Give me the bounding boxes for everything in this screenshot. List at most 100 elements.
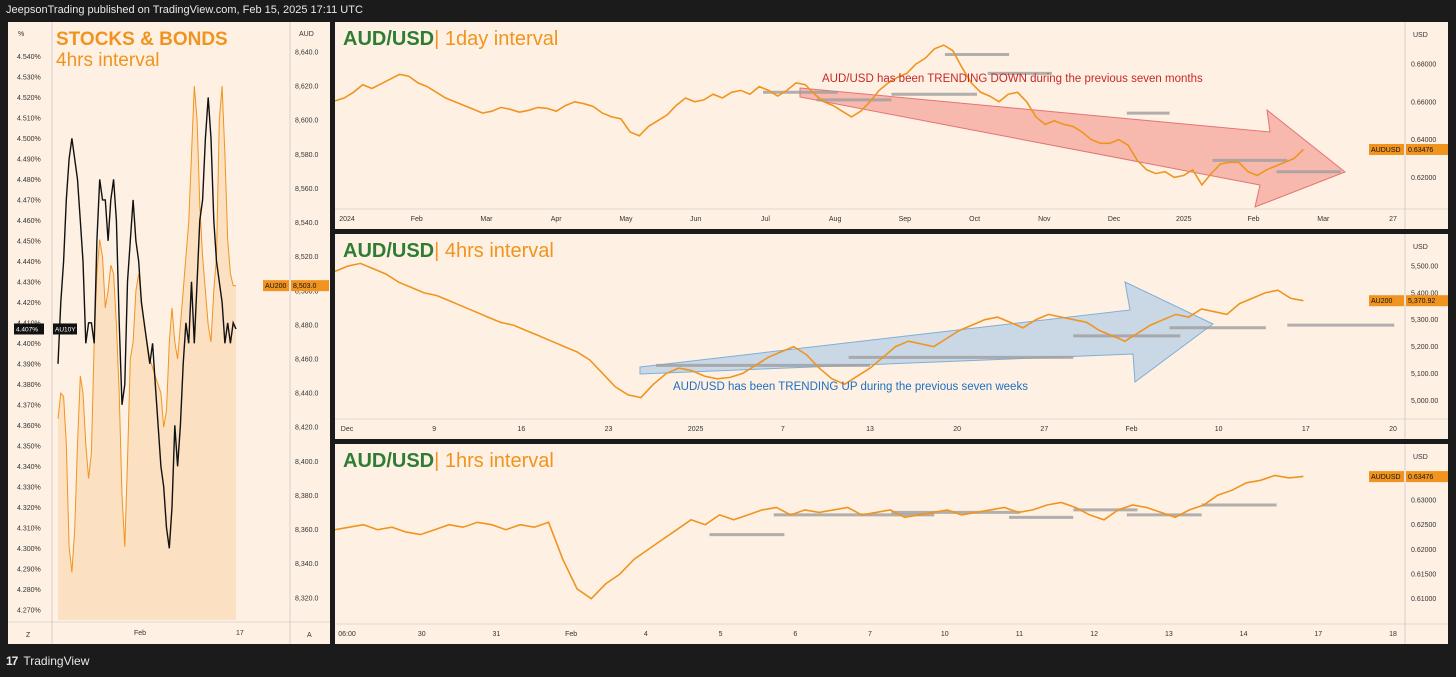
chart-title-pair: AUD/USD [343, 28, 434, 50]
time-tick-label: Oct [969, 216, 980, 223]
index-tick-label: 8,340.0 [295, 561, 318, 568]
time-tick-label: 7 [868, 631, 872, 638]
index-tick-label: 8,460.0 [295, 357, 318, 364]
price-badge-label: AUDUSD [1371, 147, 1401, 154]
yield-tick-label: 4.310% [17, 525, 41, 532]
yield-tick-label: 4.440% [17, 259, 41, 266]
time-tick-label: Feb [134, 630, 146, 637]
right-axis-unit: AUD [299, 31, 314, 38]
time-tick-label: 2025 [1176, 216, 1192, 223]
time-tick-label: Sep [899, 216, 912, 223]
price-badge-label: AU200 [1371, 298, 1393, 305]
price-tick-label: 0.63000 [1411, 498, 1436, 505]
price-tick-label: 0.68000 [1411, 61, 1436, 68]
time-tick-label: Feb [565, 631, 577, 638]
time-tick-label: 14 [1240, 631, 1248, 638]
au200-badge-value: 8,503.0 [293, 283, 316, 290]
chart-title: AUD/USD| 1hrs interval [343, 450, 554, 472]
chart-title: AUD/USD| 4hrs interval [343, 240, 554, 262]
price-tick-label: 5,400.00 [1411, 290, 1438, 297]
log-scale-toggle: Z [26, 632, 31, 639]
price-badge-value-bg [1406, 471, 1448, 483]
time-tick-label: 20 [1389, 426, 1397, 433]
trend-annotation: AUD/USD has been TRENDING DOWN during th… [822, 73, 1203, 85]
price-badge-value: 0.63476 [1408, 147, 1433, 154]
time-tick-label: 7 [781, 426, 785, 433]
time-tick-label: 20 [953, 426, 961, 433]
time-tick-label: 9 [432, 426, 436, 433]
time-tick-label: 13 [1165, 631, 1173, 638]
yield-tick-label: 4.530% [17, 74, 41, 81]
audusd-1hrs-panel: USD 0.63000 0.62500 0.62000 0.61500 0.61000 06… [335, 444, 1448, 644]
publisher-header: JeepsonTrading published on TradingView.… [6, 4, 363, 16]
stocks-bonds-chart: % AUD 4.540% 4.530% 4.520% 4.510% 4.500% 4.490%… [8, 22, 330, 644]
price-tick-label: 0.66000 [1411, 99, 1436, 106]
yield-tick-label: 4.320% [17, 505, 41, 512]
index-tick-label: 8,580.0 [295, 152, 318, 159]
index-tick-label: 8,440.0 [295, 391, 318, 398]
yield-tick-label: 4.340% [17, 464, 41, 471]
time-tick-label: 13 [866, 426, 874, 433]
time-tick-label: 18 [1389, 631, 1397, 638]
time-tick-label: 6 [793, 631, 797, 638]
time-tick-label: 27 [1389, 216, 1397, 223]
au200-area-fill [58, 86, 236, 621]
downtrend-arrow [799, 87, 1346, 208]
audusd-1hrs-chart: USD 0.63000 0.62500 0.62000 0.61500 0.61000 06… [335, 444, 1448, 644]
au10y-line [57, 97, 237, 549]
price-badge-value-bg [1406, 143, 1448, 155]
chart-title-interval: | 4hrs interval [434, 240, 554, 262]
tradingview-footer: 17 TradingView [6, 654, 89, 668]
yield-tick-label: 4.290% [17, 566, 41, 573]
time-tick-label: 06:00 [338, 631, 356, 638]
time-tick-label: Feb [1125, 426, 1137, 433]
time-tick-label: May [619, 216, 633, 223]
au200-badge-value-bg [291, 280, 329, 292]
chart-title-interval: | 1day interval [434, 28, 558, 50]
chart-title: AUD/USD| 1day interval [343, 28, 558, 50]
time-tick-label: Nov [1038, 216, 1051, 223]
price-axis-unit: USD [1413, 32, 1428, 39]
price-tick-label: 0.61000 [1411, 596, 1436, 603]
yield-tick-label: 4.300% [17, 546, 41, 553]
audusd-1day-chart: USD 0.68000 0.66000 0.64000 0.62000 2024 Feb Ma… [335, 22, 1448, 229]
index-tick-label: 8,640.0 [295, 49, 318, 56]
yield-tick-label: 4.500% [17, 136, 41, 143]
tradingview-label: TradingView [23, 654, 90, 668]
time-tick-label: 5 [719, 631, 723, 638]
index-tick-label: 8,480.0 [295, 322, 318, 329]
index-tick-label: 8,420.0 [295, 425, 318, 432]
chart-title-interval: | 1hrs interval [434, 450, 554, 472]
price-badge-label-bg [1369, 143, 1404, 155]
price-tick-label: 0.62000 [1411, 175, 1436, 182]
panel-subtitle: 4hrs interval [56, 50, 160, 71]
time-tick-label: 2025 [688, 426, 704, 433]
yield-tick-label: 4.370% [17, 402, 41, 409]
time-tick-label: 4 [644, 631, 648, 638]
price-tick-label: 5,200.00 [1411, 344, 1438, 351]
price-tick-label: 5,300.00 [1411, 317, 1438, 324]
price-axis-unit: USD [1413, 244, 1428, 251]
time-tick-label: Apr [551, 216, 563, 223]
time-tick-label: Aug [829, 216, 842, 223]
index-tick-label: 8,320.0 [295, 595, 318, 602]
yield-tick-label: 4.520% [17, 95, 41, 102]
price-tick-label: 0.62500 [1411, 522, 1436, 529]
index-tick-label: 8,540.0 [295, 220, 318, 227]
time-tick-label: 12 [1090, 631, 1098, 638]
price-badge-label-bg [1369, 471, 1404, 483]
yield-tick-label: 4.540% [17, 54, 41, 61]
au10y-badge-value: 4.407% [16, 326, 38, 333]
price-axis-unit: USD [1413, 454, 1428, 461]
index-tick-label: 8,620.0 [295, 84, 318, 91]
index-tick-label: 8,600.0 [295, 118, 318, 125]
au200-badge-label-bg [263, 280, 289, 292]
audusd-4hrs-panel: USD 5,500.00 5,400.00 5,300.00 5,200.00 5,100… [335, 234, 1448, 439]
time-tick-label: Mar [1317, 216, 1330, 223]
au200-badge-label: AU200 [265, 283, 287, 290]
au10y-badge-label: AU10Y [55, 326, 76, 333]
time-tick-label: 23 [605, 426, 613, 433]
audusd-4hrs-chart: USD 5,500.00 5,400.00 5,300.00 5,200.00 5,100… [335, 234, 1448, 439]
yield-tick-label: 4.270% [17, 607, 41, 614]
price-tick-label: 0.62000 [1411, 547, 1436, 554]
